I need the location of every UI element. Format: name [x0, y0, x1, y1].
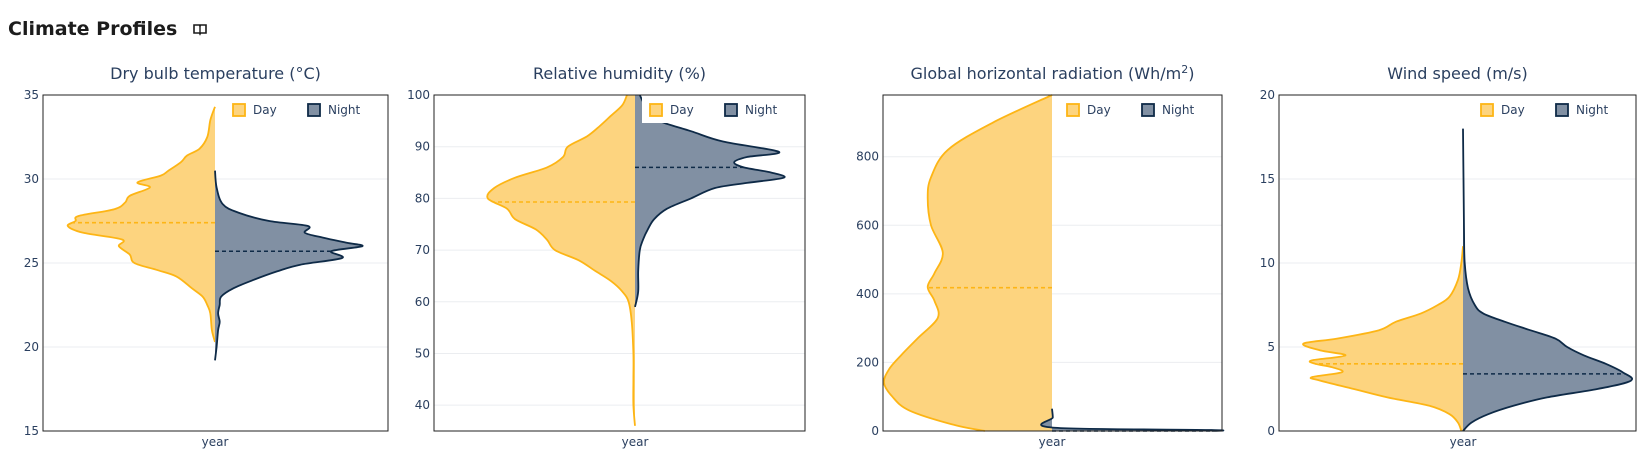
chart-panel-3: 800 600 400 200 0 year Global horizontal radia… [856, 63, 1225, 449]
violin-fill-day [67, 106, 215, 342]
legend-label-night[interactable]: Night [1576, 103, 1609, 117]
x-tick-label: year [1450, 435, 1477, 449]
violin-outline-day [1302, 246, 1464, 432]
legend-swatch-night[interactable] [1141, 103, 1155, 117]
y-tick-label: 200 [856, 355, 879, 369]
chart-title: Wind speed (m/s) [1387, 64, 1528, 83]
chart-panel-2: 100 90 80 70 60 50 40 year Relative humidity (%)… [407, 64, 806, 449]
page-title: Climate Profiles [8, 18, 178, 40]
x-tick-label: year [622, 435, 649, 449]
y-tick-label: 0 [1267, 424, 1275, 438]
legend-swatch-day[interactable] [649, 103, 663, 117]
legend-bg [1473, 97, 1633, 123]
violin-outline-day [486, 94, 636, 426]
legend-bg [642, 97, 802, 123]
y-tick-label: 15 [1260, 172, 1275, 186]
chart-title: Dry bulb temperature (°C) [110, 64, 321, 83]
violin-fill-day [487, 95, 635, 426]
y-tick-label: 25 [24, 256, 39, 270]
y-tick-label: 35 [24, 88, 39, 102]
x-tick-label: year [1039, 435, 1066, 449]
legend-label-night[interactable]: Night [1162, 103, 1195, 117]
y-tick-label: 15 [24, 424, 39, 438]
chart-title: Global horizontal radiation (Wh/m2) [911, 63, 1195, 83]
y-tick-label: 10 [1260, 256, 1275, 270]
violin-outline-day [883, 94, 1053, 432]
legend-label-day[interactable]: Day [670, 103, 694, 117]
book-icon[interactable] [193, 22, 208, 36]
violin-outline-night [634, 94, 786, 308]
violin-fill-night [1463, 128, 1633, 431]
legend-bg [225, 97, 385, 123]
violin-outline-night [1462, 128, 1633, 432]
violin-outline-night [1040, 408, 1225, 432]
book-icon-glyph [193, 24, 208, 36]
legend-label-night[interactable]: Night [745, 103, 778, 117]
chart-panel-1: 35 30 25 20 15 year Dry bulb temperature (°C) D… [24, 64, 389, 449]
legend-swatch-day[interactable] [1066, 103, 1080, 117]
violin-fill-night [215, 170, 363, 361]
y-tick-label: 5 [1267, 340, 1275, 354]
y-tick-label: 20 [24, 340, 39, 354]
y-tick-label: 50 [415, 346, 430, 360]
violin-fill-night [635, 95, 785, 307]
y-tick-label: 90 [415, 140, 430, 154]
y-tick-label: 30 [24, 172, 39, 186]
plot-frame [42, 94, 389, 432]
violin-outline-night [214, 170, 364, 361]
y-tick-label: 100 [407, 88, 430, 102]
y-tick-label: 70 [415, 243, 430, 257]
legend-label-day[interactable]: Day [253, 103, 277, 117]
violin-fill-day [883, 95, 1052, 431]
legend-swatch-day[interactable] [1480, 103, 1494, 117]
chart-panel-4: 20 15 10 5 0 year Wind speed (m/s) Day Night [1260, 64, 1637, 449]
page-header: Climate Profiles [8, 18, 208, 40]
violin-outline-day [66, 106, 216, 343]
y-tick-label: 20 [1260, 88, 1275, 102]
y-tick-label: 0 [871, 424, 879, 438]
legend-label-day[interactable]: Day [1087, 103, 1111, 117]
legend-label-day[interactable]: Day [1501, 103, 1525, 117]
legend-label-night[interactable]: Night [328, 103, 361, 117]
x-tick-label: year [202, 435, 229, 449]
y-tick-label: 40 [415, 398, 430, 412]
legend-swatch-night[interactable] [307, 103, 321, 117]
y-tick-label: 80 [415, 191, 430, 205]
plot-frame [433, 94, 806, 432]
legend-swatch-day[interactable] [232, 103, 246, 117]
chart-title: Relative humidity (%) [533, 64, 706, 83]
legend-swatch-night[interactable] [724, 103, 738, 117]
y-tick-label: 800 [856, 150, 879, 164]
y-tick-label: 600 [856, 218, 879, 232]
legend-swatch-night[interactable] [1555, 103, 1569, 117]
plot-frame [882, 94, 1223, 432]
legend-bg [1059, 97, 1219, 123]
violin-fill-day [1303, 246, 1463, 431]
y-tick-label: 60 [415, 295, 430, 309]
plot-frame [1278, 94, 1637, 432]
y-tick-label: 400 [856, 287, 879, 301]
